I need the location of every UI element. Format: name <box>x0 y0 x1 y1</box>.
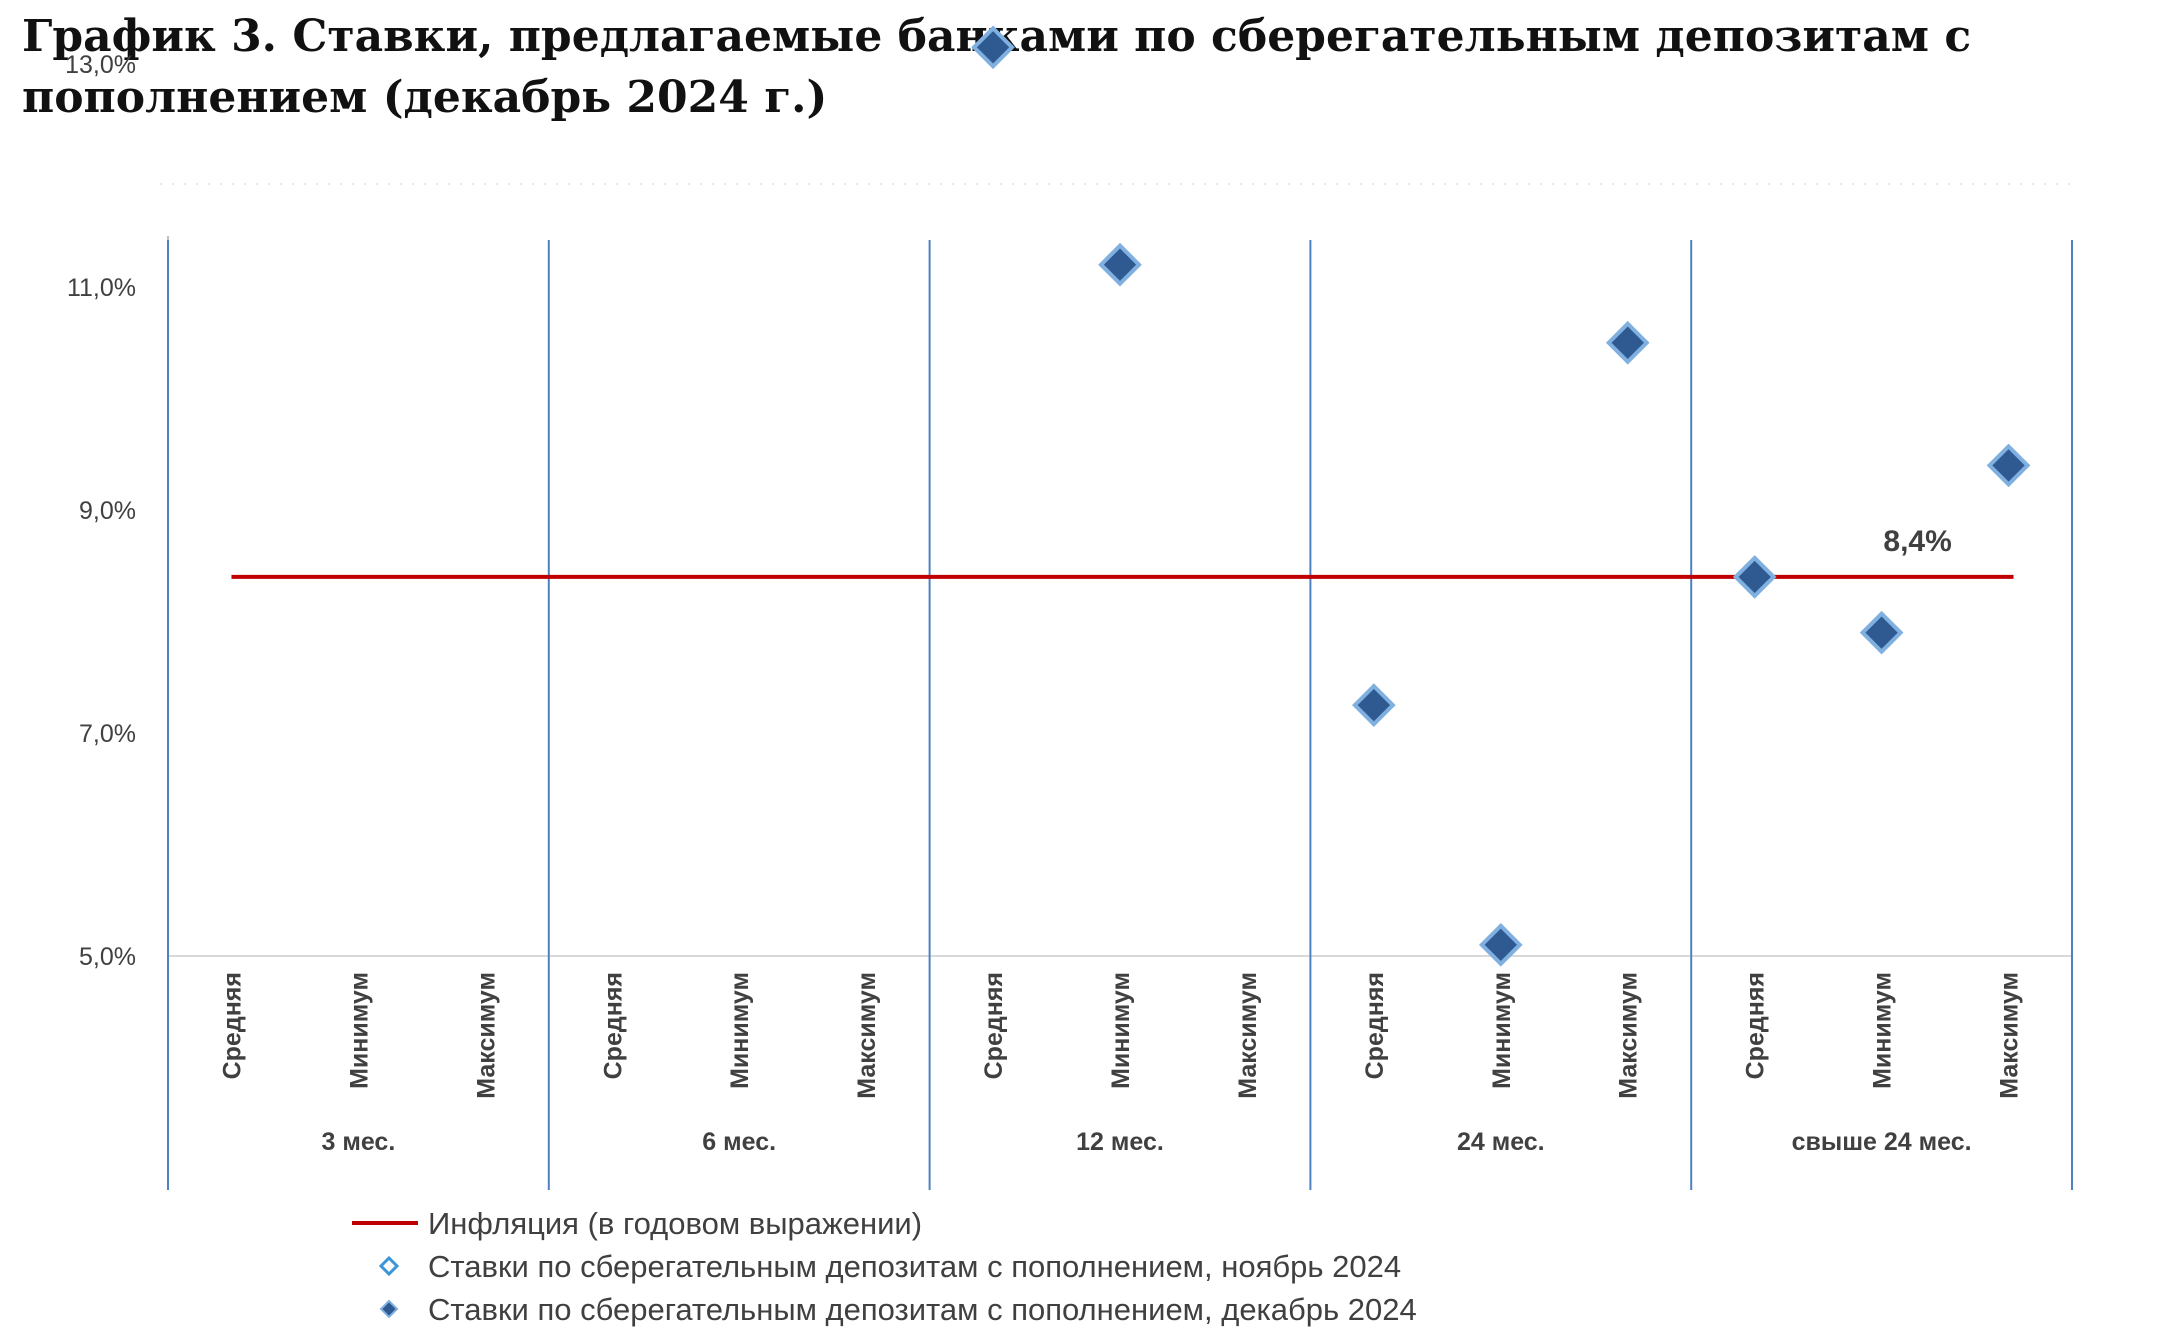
category-label: Средняя <box>1361 972 1389 1079</box>
category-label: Минимум <box>1107 972 1135 1089</box>
group-label: свыше 24 мес. <box>1792 1128 1972 1156</box>
category-label: Минимум <box>345 972 373 1089</box>
category-label: Минимум <box>1869 972 1897 1089</box>
data-point-december <box>1098 242 1142 287</box>
data-point-december <box>971 25 1015 70</box>
category-label: Средняя <box>599 972 627 1079</box>
data-point-december <box>1986 443 2031 488</box>
data-point-december <box>1732 555 1777 599</box>
category-label: Максимум <box>1996 972 2024 1099</box>
category-label: Максимум <box>1615 972 1643 1099</box>
category-label: Средняя <box>980 972 1008 1079</box>
category-label: Максимум <box>472 972 500 1099</box>
legend-entry: Ставки по сберегательным депозитам с поп… <box>428 1249 1401 1284</box>
data-point-december <box>1859 610 1904 655</box>
group-label: 24 мес. <box>1457 1128 1545 1156</box>
legend-entry: Ставки по сберегательным депозитам с поп… <box>428 1292 1417 1327</box>
group-label: 6 мес. <box>702 1128 776 1156</box>
group-label: 12 мес. <box>1076 1128 1164 1156</box>
legend-november-swatch <box>378 1255 400 1277</box>
category-label: Максимум <box>853 972 881 1099</box>
inflation-annotation: 8,4% <box>1883 525 1951 558</box>
y-tick-label: 5,0% <box>79 943 136 971</box>
y-tick-label: 13,0% <box>65 51 136 79</box>
y-tick-label: 9,0% <box>79 497 136 525</box>
category-label: Минимум <box>726 972 754 1089</box>
data-point-december <box>1605 320 1650 365</box>
category-label: Средняя <box>1742 972 1770 1079</box>
group-label: 3 мес. <box>322 1128 396 1156</box>
category-label: Средняя <box>218 972 246 1079</box>
legend-entry: Инфляция (в годовом выражении) <box>428 1206 922 1241</box>
y-tick-label: 7,0% <box>79 720 136 748</box>
data-point-december <box>1478 923 1523 967</box>
category-label: Максимум <box>1234 972 1262 1099</box>
legend-december-swatch <box>379 1299 399 1319</box>
category-label: Минимум <box>1488 972 1516 1089</box>
y-tick-label: 11,0% <box>67 274 136 302</box>
data-point-december <box>1352 683 1396 727</box>
